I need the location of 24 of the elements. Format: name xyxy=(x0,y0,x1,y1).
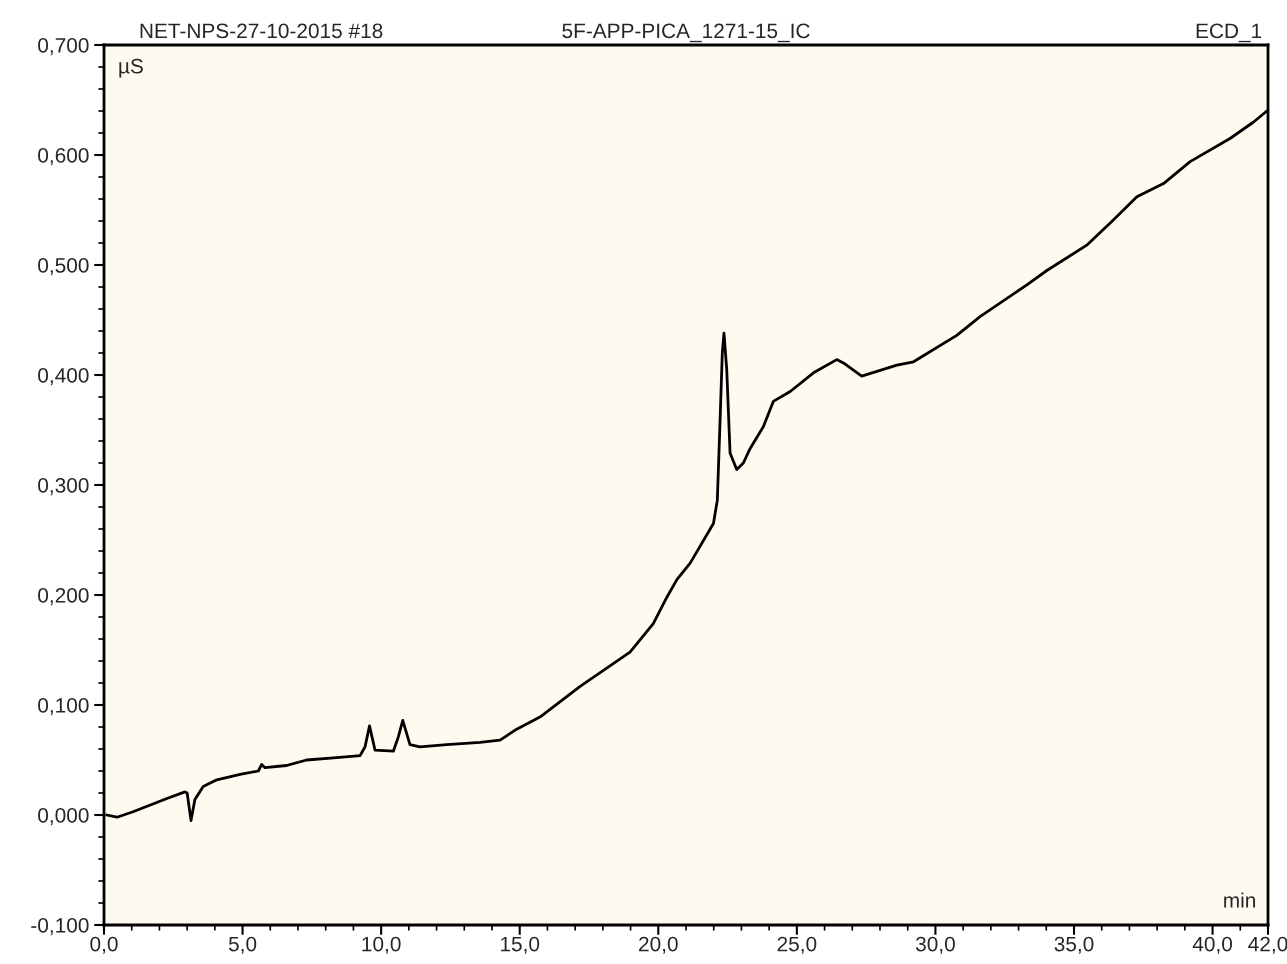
y-tick-label: 0,300 xyxy=(38,478,89,496)
text: ECD_1 xyxy=(1196,23,1262,43)
y-tick-label: 0,500 xyxy=(38,258,89,276)
x-tick-label: 30,0 xyxy=(915,936,955,954)
y-tick-label: 0,100 xyxy=(38,698,89,716)
y-tick-label: 0,400 xyxy=(38,368,89,386)
x-tick-label: 25,0 xyxy=(777,936,817,954)
x-tick-label: 0,0 xyxy=(90,936,118,954)
y-tick-label: -0,100 xyxy=(31,918,89,936)
x-tick-label: 10,0 xyxy=(362,936,401,954)
x-tick-label: 20,0 xyxy=(639,936,678,954)
y-tick-label: 0,700 xyxy=(38,38,89,56)
y-tick-label: 0,000 xyxy=(38,808,89,826)
y-axis-title: µS xyxy=(119,58,143,78)
x-axis-title: min xyxy=(1224,892,1256,908)
x-tick-label: 42,0 xyxy=(1248,936,1287,954)
chart-title: 5F-APP-PICA_1271-15_IC xyxy=(562,23,810,43)
text: NET-NPS-27-10-2015 #18 xyxy=(140,23,383,39)
y-tick-label: 0,600 xyxy=(38,148,89,166)
x-tick-label: 5,0 xyxy=(228,936,257,954)
x-tick-label: 40,0 xyxy=(1192,936,1233,954)
y-tick-label: 0,200 xyxy=(38,588,89,606)
x-tick-label: 35,0 xyxy=(1054,936,1094,954)
x-tick-label: 15,0 xyxy=(501,936,540,954)
